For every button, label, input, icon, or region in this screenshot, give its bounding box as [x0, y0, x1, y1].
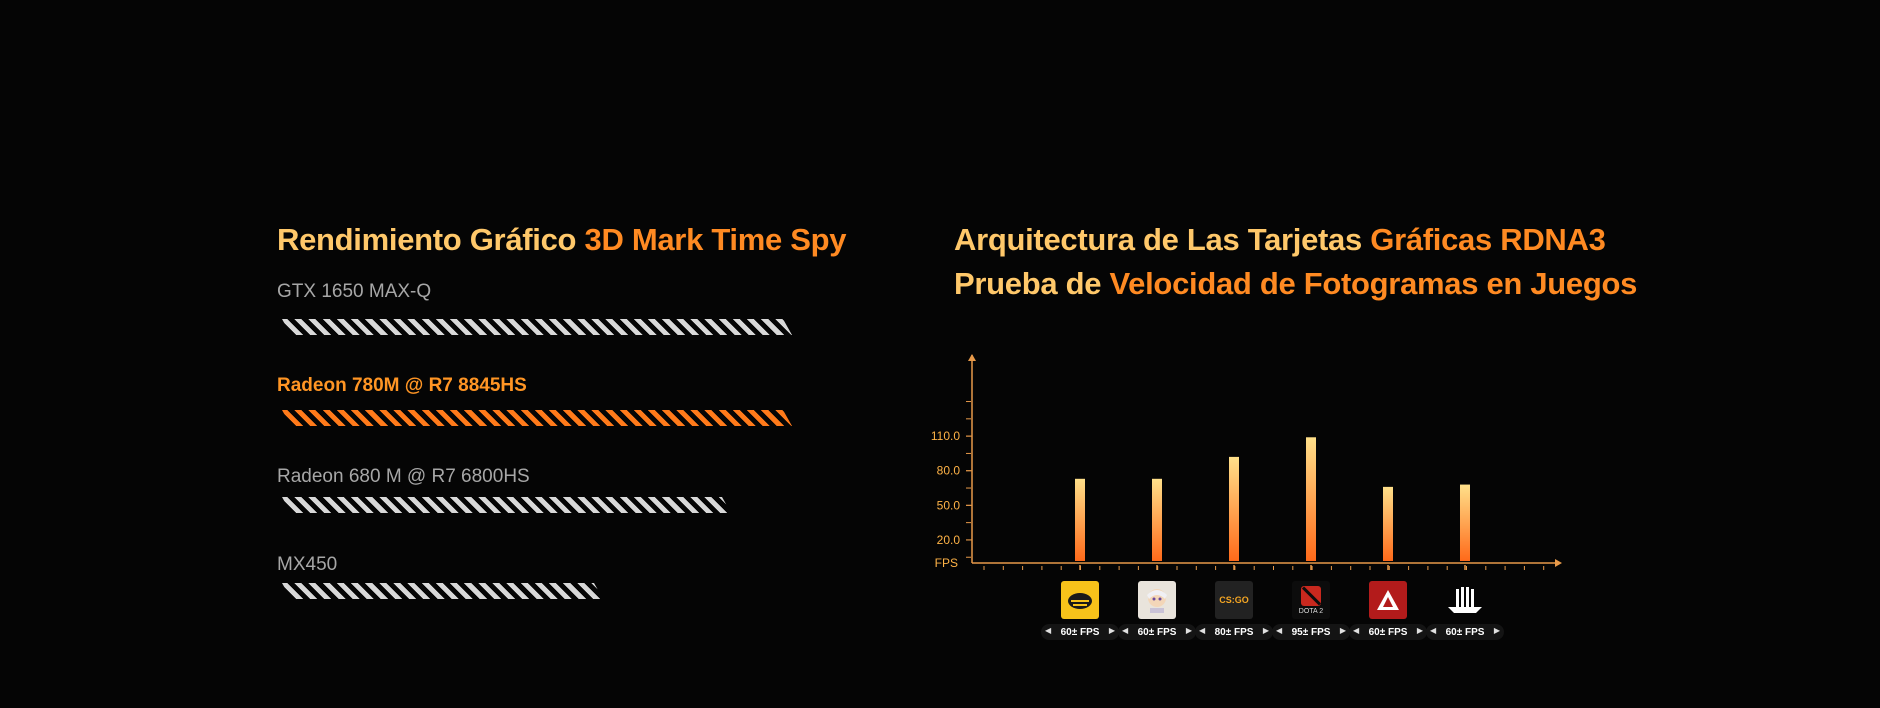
bar-genshin — [1152, 478, 1162, 561]
y-tick-label: 50.0 — [937, 498, 961, 512]
fps-title-line2: Prueba de Velocidad de Fotogramas en Jue… — [954, 262, 1754, 306]
gpu-label-680m: Radeon 680 M @ R7 6800HS — [277, 466, 530, 487]
fps-title-line2-part2: Velocidad de Fotogramas en Juegos — [1109, 266, 1638, 301]
fps-label-text: 60± FPS — [1368, 626, 1408, 638]
dbd-icon — [1446, 581, 1484, 619]
x-axis-arrow — [1555, 559, 1562, 567]
chevron-right-icon: ▶ — [1262, 626, 1269, 635]
gpu-label-780m: Radeon 780M @ R7 8845HS — [277, 375, 527, 396]
chevron-left-icon: ◀ — [1199, 626, 1206, 635]
chart-bars — [1075, 437, 1470, 570]
dota2-icon-text: DOTA 2 — [1298, 607, 1324, 615]
bar-dota2 — [1306, 437, 1316, 561]
y-axis-arrow — [968, 354, 976, 361]
genshin-icon — [1138, 581, 1176, 619]
timespy-panel: Rendimiento Gráfico 3D Mark Time Spy GTX… — [277, 218, 877, 262]
chevron-right-icon: ▶ — [1185, 626, 1192, 635]
gpu-bar-680m — [282, 497, 731, 513]
fps-label-genshin: ◀ 60± FPS ▶ — [1118, 624, 1196, 640]
chevron-right-icon: ▶ — [1416, 626, 1423, 635]
csgo-icon: CS:GO — [1215, 581, 1253, 619]
y-axis-label: FPS — [935, 556, 958, 570]
fps-label-text: 80± FPS — [1214, 626, 1254, 638]
fps-label-text: 60± FPS — [1445, 626, 1485, 638]
fps-label-dbd: ◀ 60± FPS ▶ — [1426, 624, 1504, 640]
chevron-left-icon: ◀ — [1430, 626, 1437, 635]
chevron-right-icon: ▶ — [1108, 626, 1115, 635]
chart-axes: 20.0 50.0 80.0 110.0 FPS — [931, 354, 1562, 570]
y-tick-label: 20.0 — [937, 533, 961, 547]
chevron-left-icon: ◀ — [1353, 626, 1360, 635]
timespy-title-part2: 3D Mark Time Spy — [584, 222, 847, 257]
apex-icon — [1369, 581, 1407, 619]
chevron-left-icon: ◀ — [1045, 626, 1052, 635]
chevron-right-icon: ▶ — [1493, 626, 1500, 635]
fps-label-apex: ◀ 60± FPS ▶ — [1349, 624, 1427, 640]
gpu-bar-mx450 — [282, 583, 603, 599]
fps-label-text: 95± FPS — [1291, 626, 1331, 638]
bar-pubg — [1075, 478, 1085, 561]
pubg-icon — [1061, 581, 1099, 619]
fps-label-dota2: ◀ 95± FPS ▶ — [1272, 624, 1350, 640]
gpu-bar-780m — [282, 410, 792, 426]
gpu-label-mx450: MX450 — [277, 554, 338, 575]
fps-label-text: 60± FPS — [1137, 626, 1177, 638]
timespy-title: Rendimiento Gráfico 3D Mark Time Spy — [277, 218, 877, 262]
fps-title-line1-part2: Gráficas RDNA3 — [1370, 222, 1606, 257]
fps-title-line1: Arquitectura de Las Tarjetas Gráficas RD… — [954, 218, 1754, 262]
chevron-right-icon: ▶ — [1339, 626, 1346, 635]
timespy-title-part1: Rendimiento Gráfico — [277, 222, 577, 257]
bar-apex — [1383, 486, 1393, 561]
csgo-icon-text: CS:GO — [1219, 595, 1249, 605]
chevron-left-icon: ◀ — [1276, 626, 1283, 635]
dota2-icon: DOTA 2 — [1292, 581, 1330, 619]
gpu-bar-gtx1650 — [282, 319, 792, 335]
gpu-label-gtx1650: GTX 1650 MAX-Q — [277, 281, 432, 302]
bar-csgo — [1229, 456, 1239, 561]
fps-title-line2-part1: Prueba de — [954, 266, 1102, 301]
fps-bar-chart: 20.0 50.0 80.0 110.0 FPS — [931, 354, 1562, 570]
bar-dbd — [1460, 484, 1470, 561]
fps-label-text: 60± FPS — [1060, 626, 1100, 638]
y-tick-label: 110.0 — [931, 429, 960, 443]
fps-label-csgo: ◀ 80± FPS ▶ — [1195, 624, 1273, 640]
chevron-left-icon: ◀ — [1122, 626, 1129, 635]
fps-title-line1-part1: Arquitectura de Las Tarjetas — [954, 222, 1362, 257]
y-tick-label: 80.0 — [937, 464, 961, 478]
fps-label-pubg: ◀ 60± FPS ▶ — [1041, 624, 1119, 640]
fps-panel: Arquitectura de Las Tarjetas Gráficas RD… — [954, 218, 1754, 306]
